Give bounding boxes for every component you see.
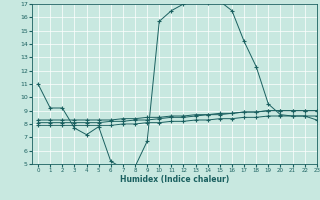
X-axis label: Humidex (Indice chaleur): Humidex (Indice chaleur) bbox=[120, 175, 229, 184]
